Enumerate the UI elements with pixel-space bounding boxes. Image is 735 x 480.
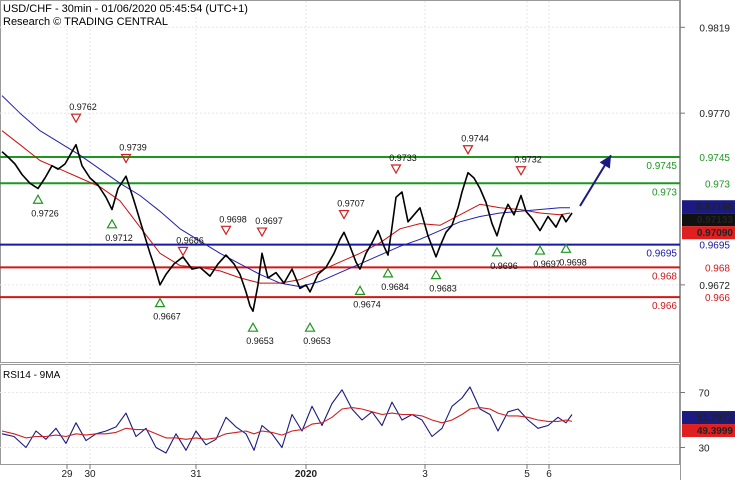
swing-low-label-8: 0.9696: [490, 261, 518, 271]
time-tick-label-0: 29: [61, 469, 73, 480]
time-tick-label-6: 6: [546, 469, 552, 480]
swing-high-label-7: 0.9744: [461, 134, 489, 144]
price-tag-bg-2: [682, 226, 735, 240]
swing-low-label-2: 0.9667: [153, 312, 181, 322]
level-label-0: 0.9745: [646, 161, 677, 172]
price-panel-frame: [0, 0, 680, 363]
swing-low-marker-9: [534, 244, 546, 255]
level-axis-label-4: 0.966: [705, 293, 730, 304]
level-label-4: 0.966: [652, 301, 677, 312]
swing-low-marker-3: [247, 321, 259, 332]
swing-low-marker-0: [32, 194, 44, 204]
swing-low-label-6: 0.9684: [381, 282, 409, 292]
swing-low-label-10: 0.9698: [559, 257, 587, 267]
swing-low-marker-5: [354, 285, 366, 295]
rsi-label: RSI14 - 9MA: [3, 370, 61, 381]
time-tick-label-1: 30: [84, 469, 96, 480]
swing-low-label-3: 0.9653: [246, 336, 274, 346]
swing-low-label-5: 0.9674: [353, 299, 381, 309]
swing-high-label-5: 0.9707: [337, 199, 365, 209]
swing-low-label-1: 0.9712: [105, 233, 133, 243]
price-tick-label-2: 0.9672: [699, 281, 730, 292]
swing-low-label-9: 0.9697: [533, 259, 561, 269]
price-tag-label-2: 0.97090: [697, 228, 734, 239]
swing-high-marker-3: [220, 225, 232, 236]
chart-title: USD/CHF - 30min - 01/06/2020 05:45:54 (U…: [3, 3, 248, 15]
rsi-series-line-1: [1, 407, 573, 440]
level-label-1: 0.973: [652, 187, 677, 198]
level-label-3: 0.968: [652, 271, 677, 282]
swing-high-marker-7: [462, 145, 474, 155]
level-axis-label-1: 0.973: [705, 179, 730, 190]
price-tick-label-0: 0.9819: [699, 23, 730, 34]
swing-low-marker-7: [430, 269, 442, 280]
swing-low-marker-10: [560, 243, 572, 253]
rsi-tag-bg-0: [682, 411, 735, 425]
time-tick-label-4: 3: [422, 469, 428, 480]
swing-high-marker-2: [177, 246, 189, 257]
swing-high-marker-0: [70, 113, 82, 124]
swing-high-label-6: 0.9733: [389, 153, 417, 163]
time-tick-label-3: 2020: [295, 469, 318, 480]
price-axis: 0.9819 0.9770 0.9672 70 30 0.9745 0.973 0.9695 0…: [680, 23, 730, 455]
level-axis-label-3: 0.968: [705, 263, 730, 274]
swing-high-label-4: 0.9697: [255, 216, 283, 226]
swing-high-marker-6: [390, 164, 402, 175]
swing-high-label-3: 0.9698: [219, 214, 247, 224]
grid-lines: [0, 1, 680, 464]
swing-high-label-0: 0.9762: [69, 102, 97, 112]
swing-low-marker-4: [304, 321, 316, 332]
price-tick-label-1: 0.9770: [699, 109, 730, 120]
price-tag-bg-0: [682, 200, 735, 214]
swing-low-label-7: 0.9683: [429, 284, 457, 294]
level-axis-label-0: 0.9745: [699, 153, 730, 164]
rsi-series-line-0: [1, 386, 573, 454]
time-axis: 29 30 31 2020 3 5 6: [61, 464, 552, 480]
level-axis-label-2: 0.9695: [699, 241, 730, 252]
series-line-1: [1, 130, 571, 284]
series-line-0: [1, 143, 573, 313]
rsi-tag-label-1: 49.3999: [697, 426, 734, 437]
price-tag-label-1: 0.97133: [697, 215, 734, 226]
rsi-tag-label-0: 51.7973: [697, 413, 734, 424]
chart-subtitle: Research © TRADING CENTRAL: [3, 16, 168, 28]
swing-high-marker-5: [338, 209, 350, 220]
rsi-tick-label-1: 30: [698, 444, 710, 455]
horizontal-levels: 0.9745 0.973 0.9695 0.968 0.966: [0, 155, 680, 312]
rsi-panel: [0, 386, 680, 454]
rsi-tag-bg-1: [682, 424, 735, 438]
price-tags: 0.97166 0.97133 0.97090 51.7973 49.3999: [682, 200, 735, 438]
swing-high-marker-1: [120, 153, 132, 164]
price-tag-label-0: 0.97166: [697, 202, 734, 213]
time-tick-label-2: 31: [190, 469, 202, 480]
swing-low-marker-2: [154, 297, 166, 308]
swing-low-marker-6: [382, 267, 394, 278]
price-tag-bg-1: [682, 213, 735, 227]
arrow-head: [599, 155, 611, 169]
forecast-arrow: [579, 154, 612, 207]
swing-low-label-0: 0.9726: [31, 208, 59, 218]
rsi-tick-label-0: 70: [698, 389, 710, 400]
swing-low-marker-8: [491, 246, 503, 257]
time-tick-label-5: 5: [524, 469, 530, 480]
price-series: [1, 95, 573, 313]
series-line-2: [1, 95, 570, 288]
swing-high-marker-8: [515, 166, 527, 176]
swing-high-label-2: 0.9686: [176, 235, 204, 245]
swing-high-label-1: 0.9739: [119, 142, 147, 152]
swing-low-label-4: 0.9653: [303, 336, 331, 346]
swing-low-marker-1: [106, 218, 118, 229]
swing-high-marker-4: [256, 227, 268, 238]
swing-high-label-8: 0.9732: [514, 155, 542, 165]
level-label-2: 0.9695: [646, 249, 677, 260]
